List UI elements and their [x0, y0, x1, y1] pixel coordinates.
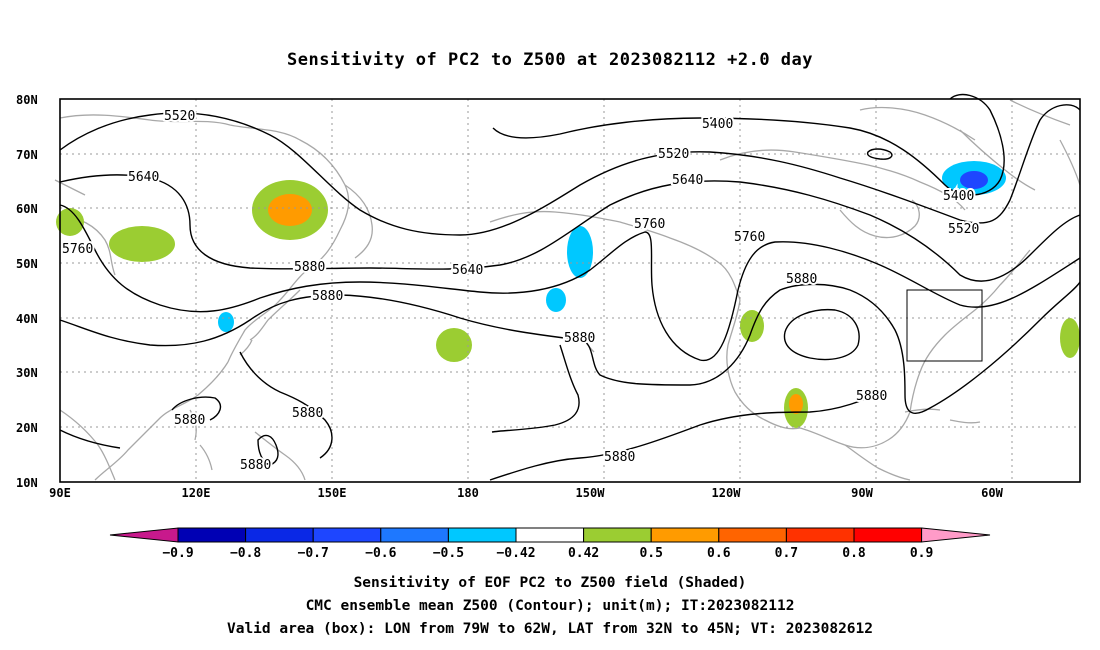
- coastlines: [54, 99, 1081, 481]
- contour-label: 5760: [62, 242, 93, 257]
- colorbar-segment: [583, 527, 652, 543]
- contour-label: 5880: [786, 272, 817, 287]
- lat-label: 60N: [16, 202, 38, 216]
- contour-label: 5880: [564, 331, 595, 346]
- grid-lines: [60, 99, 1080, 482]
- contour-label: 5760: [734, 230, 765, 245]
- colorbar-label: −0.7: [298, 546, 329, 561]
- lon-label: 120E: [182, 486, 211, 500]
- lat-label: 20N: [16, 421, 38, 435]
- colorbar-label: −0.6: [365, 546, 396, 561]
- colorbar-segment: [785, 527, 855, 543]
- colorbar-label: 0.7: [775, 546, 798, 561]
- caption-valid-area: Valid area (box): LON from 79W to 62W, L…: [226, 621, 873, 637]
- colorbar-label: 0.6: [707, 546, 731, 561]
- contour-label: 5520: [948, 222, 979, 237]
- contour-label: 5880: [240, 458, 271, 473]
- contour-label: 5640: [672, 173, 703, 188]
- z500-contours: [59, 93, 1081, 481]
- colorbar-label: 0.5: [639, 546, 662, 561]
- contour-label: 5880: [174, 413, 205, 428]
- caption-shading: Sensitivity of EOF PC2 to Z500 field (Sh…: [353, 575, 747, 591]
- positive-core-mexico: [789, 394, 803, 414]
- colorbar: −0.9 −0.8 −0.7 −0.6 −0.5 −0.42 0.42 0.5 0.6 0.7 0.…: [109, 527, 991, 561]
- colorbar-segment: [650, 527, 720, 543]
- colorbar-label: 0.9: [910, 546, 933, 561]
- colorbar-segment: [853, 527, 923, 543]
- colorbar-label: −0.9: [162, 546, 193, 561]
- colorbar-segment: [718, 527, 787, 543]
- contour-label: 5640: [452, 263, 483, 278]
- contour-label: 5520: [164, 109, 195, 124]
- lon-label: 60W: [981, 486, 1003, 500]
- contour-label: 5760: [634, 217, 665, 232]
- positive-region-us: [740, 310, 764, 342]
- map-title: Sensitivity of PC2 to Z500 at 2023082112…: [286, 50, 813, 70]
- contour-label: 5520: [658, 147, 689, 162]
- contour-label: 5640: [128, 170, 159, 185]
- contour-label: 5400: [702, 117, 733, 132]
- lat-label: 70N: [16, 148, 38, 162]
- lat-label: 40N: [16, 312, 38, 326]
- contour-label: 5880: [292, 406, 323, 421]
- colorbar-label: −0.42: [496, 546, 535, 561]
- plot-frame: [59, 98, 1081, 483]
- contour-labels: 5520 5640 5760 5880 5400 5520 5640 5760 …: [60, 107, 981, 475]
- longitude-labels: 90E 120E 150E 180 150W 120W 90W 60W: [49, 486, 1003, 500]
- negative-region-pacific-north: [567, 226, 593, 278]
- negative-core-canada: [960, 171, 988, 189]
- lon-label: 120W: [712, 486, 742, 500]
- caption-contour: CMC ensemble mean Z500 (Contour); unit(m…: [305, 598, 795, 614]
- negative-region-pacific-south: [546, 288, 566, 312]
- colorbar-label: −0.8: [230, 546, 261, 561]
- negative-region-japan: [218, 312, 234, 332]
- valid-area-box: [906, 289, 983, 362]
- colorbar-label: −0.5: [433, 546, 464, 561]
- lat-label: 80N: [16, 93, 38, 107]
- contour-label: 5400: [943, 189, 974, 204]
- colorbar-segment: [515, 527, 585, 543]
- lon-label: 180: [457, 486, 479, 500]
- colorbar-label: 0.8: [842, 546, 866, 561]
- latitude-labels: 80N 70N 60N 50N 40N 30N 20N 10N: [16, 93, 38, 490]
- colorbar-segment: [380, 527, 449, 543]
- positive-region-atlantic: [1060, 318, 1080, 358]
- colorbar-segment: [312, 527, 382, 543]
- lon-label: 150W: [576, 486, 606, 500]
- sensitivity-shading: [56, 161, 1080, 428]
- positive-core-siberia: [268, 194, 312, 226]
- lon-label: 90E: [49, 486, 71, 500]
- lon-label: 150E: [318, 486, 347, 500]
- colorbar-segment: [177, 527, 247, 543]
- colorbar-segment: [447, 527, 517, 543]
- contour-label: 5880: [312, 289, 343, 304]
- positive-region-pacific: [436, 328, 472, 362]
- lat-label: 30N: [16, 366, 38, 380]
- contour-label: 5880: [294, 260, 325, 275]
- lat-label: 10N: [16, 476, 38, 490]
- colorbar-label: 0.42: [568, 546, 599, 561]
- lat-label: 50N: [16, 257, 38, 271]
- contour-label: 5880: [856, 389, 887, 404]
- colorbar-high-triangle: [921, 527, 991, 543]
- lon-label: 90W: [851, 486, 873, 500]
- positive-region-westasia: [56, 208, 84, 236]
- positive-region-mongolia: [109, 226, 175, 262]
- colorbar-segment: [245, 527, 314, 543]
- contour-label: 5880: [604, 450, 635, 465]
- colorbar-low-triangle: [109, 527, 179, 543]
